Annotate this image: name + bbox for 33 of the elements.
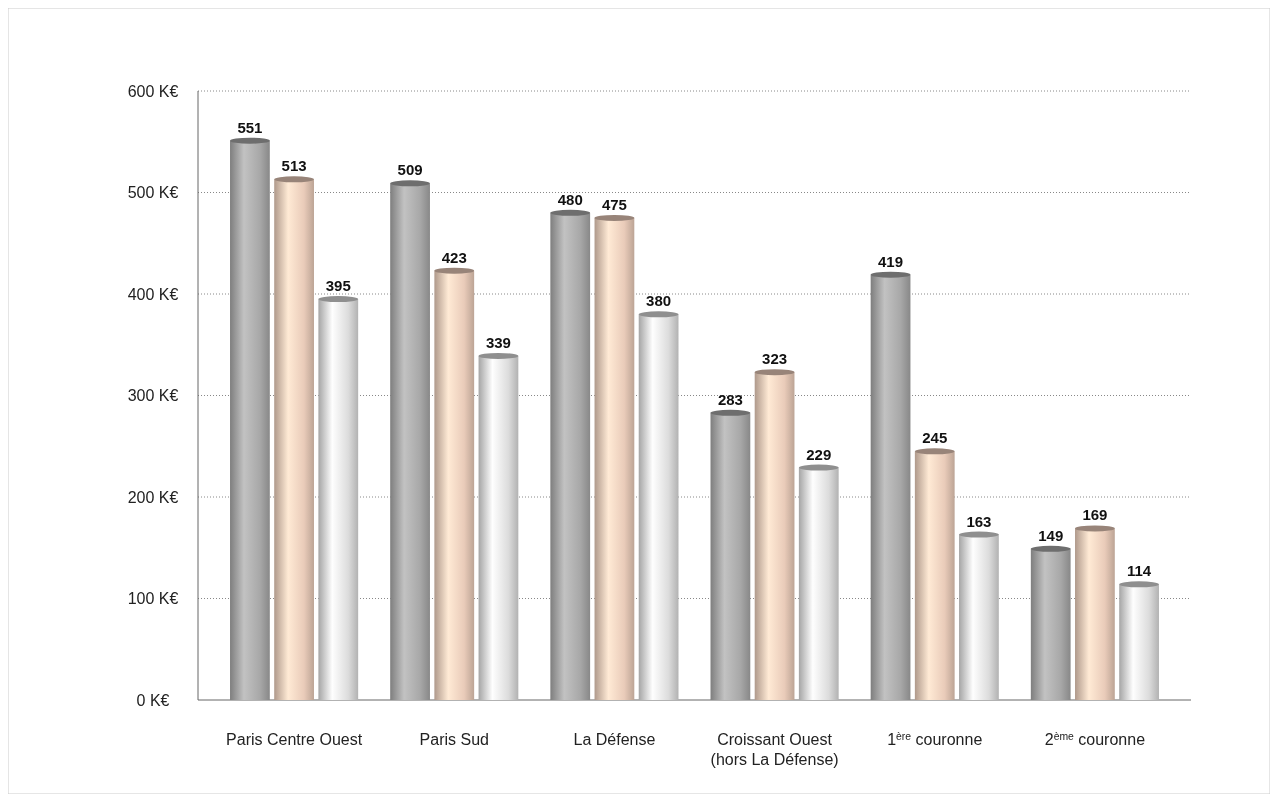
data-label: 323 bbox=[762, 350, 788, 368]
data-label: 513 bbox=[281, 157, 307, 175]
data-label: 339 bbox=[485, 333, 511, 351]
data-label: 423 bbox=[441, 248, 467, 266]
data-label: 163 bbox=[966, 512, 992, 530]
y-tick-label: 200 K€ bbox=[127, 488, 179, 506]
x-tick-label: 1$^{ère}$ couronne bbox=[887, 730, 983, 748]
x-tick-label: La Défense bbox=[573, 731, 656, 748]
x-tick-label: Croissant Ouest (hors La Défense) bbox=[710, 731, 839, 768]
data-label: 480 bbox=[557, 190, 583, 208]
data-label: 149 bbox=[1038, 526, 1064, 544]
data-label: 509 bbox=[397, 161, 423, 179]
data-label: 283 bbox=[717, 390, 743, 408]
y-tick-label: 100 K€ bbox=[127, 590, 179, 608]
bar bbox=[594, 217, 635, 700]
data-label: 245 bbox=[922, 429, 948, 447]
data-label: 380 bbox=[646, 292, 672, 310]
data-label: 169 bbox=[1082, 506, 1108, 524]
y-tick-label: 400 K€ bbox=[127, 285, 179, 303]
data-label: 419 bbox=[878, 252, 904, 270]
y-tick-label: 600 K€ bbox=[127, 82, 179, 100]
data-label: 395 bbox=[325, 277, 351, 295]
data-label: 229 bbox=[806, 445, 832, 463]
data-label: 551 bbox=[237, 118, 263, 136]
data-label: 114 bbox=[1126, 562, 1152, 580]
y-tick-label: 300 K€ bbox=[127, 387, 179, 405]
x-tick-label: Paris Sud bbox=[419, 731, 489, 748]
bar bbox=[478, 355, 519, 700]
y-tick-label: 0 K€ bbox=[136, 691, 170, 709]
x-tick-label: Paris Centre Ouest bbox=[226, 731, 363, 748]
data-label: 475 bbox=[601, 195, 627, 213]
x-tick-label: 2$^{ème}$ couronne bbox=[1044, 730, 1146, 748]
y-tick-label: 500 K€ bbox=[127, 184, 179, 202]
